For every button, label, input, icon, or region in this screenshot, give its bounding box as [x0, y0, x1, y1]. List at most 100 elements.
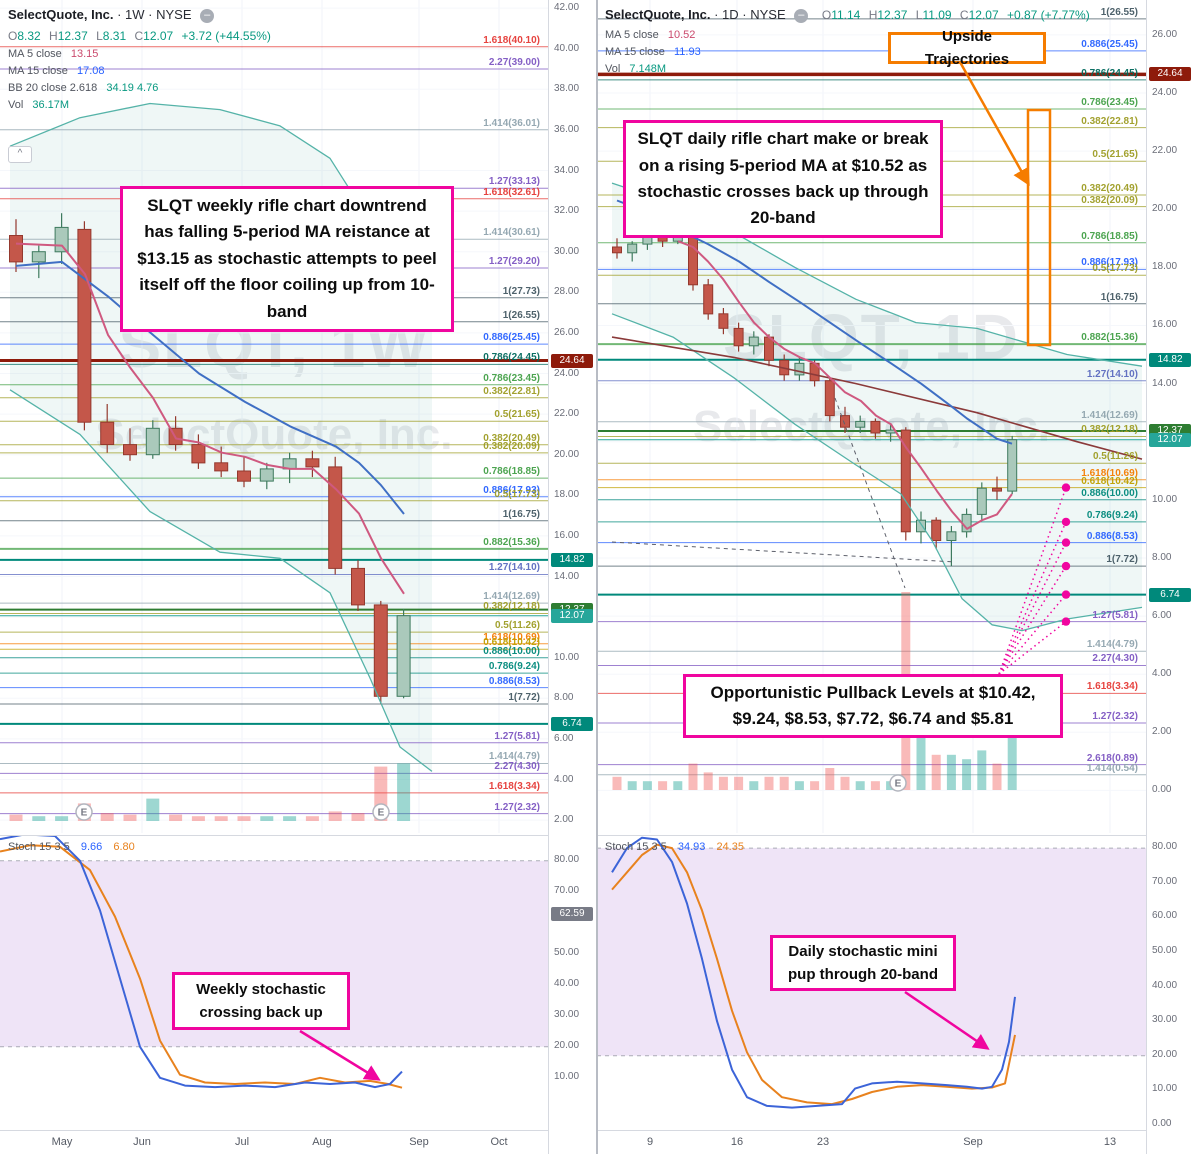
indicator-row-vol[interactable]: Vol 7.148M	[605, 63, 1090, 75]
ohlc-low-value: 11.09	[922, 8, 952, 22]
price-axis-tick: 8.00	[1152, 551, 1172, 563]
upside-trajectories-box[interactable]: Upside Trajectories	[888, 28, 1046, 68]
ohlc-open-label: O	[821, 8, 832, 22]
pullback-levels-text: Opportunistic Pullback Levels at $10.42,…	[710, 682, 1036, 728]
weekly-annotation-box[interactable]: SLQT weekly rifle chart downtrend has fa…	[120, 186, 454, 332]
price-level-badge: 6.74	[1149, 587, 1191, 602]
stoch-axis-tick: 10.00	[554, 1070, 580, 1082]
weekly-price-axis[interactable]: 42.00 40.00 38.00 36.00 34.00 32.00 30.00 28.00…	[548, 0, 598, 1154]
change-value: +0.87 (+7.77%)	[1006, 8, 1090, 22]
time-axis-label: 16	[730, 1136, 744, 1148]
change-value: +3.72 (+44.55%)	[181, 28, 271, 43]
stoch-d-value: 24.35	[716, 841, 744, 853]
stoch-d-value: 6.80	[113, 841, 135, 853]
weekly-stoch-chart[interactable]	[0, 835, 548, 1129]
price-axis-tick: 26.00	[1152, 28, 1178, 40]
daily-price-axis[interactable]: 26.0024.0022.0020.0018.0016.0014.0012.00…	[1146, 0, 1200, 1154]
ohlc-high-label: H	[868, 8, 878, 22]
price-axis-tick: 30.00	[554, 245, 580, 257]
weekly-stoch-note-box[interactable]: Weekly stochastic crossing back up	[172, 972, 350, 1030]
price-axis-tick: 18.00	[554, 489, 580, 501]
stoch-axis-tick: 40.00	[1152, 979, 1178, 991]
indicator-label: MA 5 close	[8, 47, 62, 60]
indicator-row-ma5[interactable]: MA 5 close 10.52	[605, 29, 1090, 41]
weekly-stoch-legend[interactable]: Stoch 15 3 5 9.66 6.80	[8, 841, 135, 853]
price-axis-tick: 16.00	[554, 529, 580, 541]
weekly-stoch-note-text: Weekly stochastic crossing back up	[196, 980, 326, 1021]
price-level-badge: 24.64	[1149, 67, 1191, 82]
ohlc-high-value: 12.37	[57, 28, 88, 43]
price-level-badge: 12.07	[551, 608, 593, 623]
indicator-row-ma15[interactable]: MA 15 close 11.93	[605, 46, 1090, 58]
ohlc-close-value: 12.07	[143, 28, 174, 43]
pullback-level-dot	[1061, 590, 1071, 599]
price-axis-tick: 22.00	[554, 408, 580, 420]
stoch-axis-tick: 40.00	[554, 977, 580, 989]
price-axis-tick: 42.00	[554, 2, 580, 14]
symbol-title[interactable]: SelectQuote, Inc.	[8, 7, 114, 22]
indicator-row-bb[interactable]: BB 20 close 2.618 34.19 4.76	[8, 82, 271, 94]
price-axis-tick: 34.00	[554, 164, 580, 176]
price-axis-tick: 4.00	[1152, 668, 1172, 680]
indicator-label: MA 15 close	[605, 45, 665, 58]
time-axis-label: 23	[816, 1136, 830, 1148]
stoch-axis-tick: 20.00	[1152, 1048, 1178, 1060]
stoch-axis-tick: 0.00	[1152, 1117, 1172, 1129]
stoch-axis-tick: 80.00	[554, 853, 580, 865]
stoch-axis-tick: 30.00	[554, 1008, 580, 1020]
daily-stoch-note-box[interactable]: Daily stochastic mini pup through 20-ban…	[770, 935, 956, 991]
time-axis-label: May	[51, 1136, 73, 1148]
stoch-level-badge: 62.59	[551, 906, 593, 921]
price-axis-tick: 26.00	[554, 326, 580, 338]
earnings-icon	[372, 803, 390, 821]
minimize-icon[interactable]: –	[794, 8, 809, 23]
indicator-value: 7.148M	[629, 62, 667, 75]
indicator-row-vol[interactable]: Vol 36.17M	[8, 99, 271, 111]
indicator-row-ma15[interactable]: MA 15 close 17.08	[8, 65, 271, 77]
price-axis-tick: 2.00	[554, 814, 574, 826]
price-level-badge: 14.82	[551, 552, 593, 567]
time-axis-label: Aug	[312, 1136, 332, 1148]
indicator-label: Vol	[605, 62, 621, 75]
daily-annotation-box[interactable]: SLQT daily rifle chart make or break on …	[623, 120, 943, 238]
pullback-level-dot	[1061, 617, 1071, 626]
daily-stoch-legend[interactable]: Stoch 15 3 5 34.93 24.35	[605, 841, 744, 853]
time-axis-label: 13	[1103, 1136, 1117, 1148]
ohlc-open-value: 11.14	[831, 8, 861, 22]
price-axis-tick: 6.00	[554, 732, 574, 744]
symbol-meta: · 1W · NYSE	[117, 7, 192, 22]
indicator-row-ma5[interactable]: MA 5 close 13.15	[8, 48, 271, 60]
stoch-axis-tick: 50.00	[1152, 944, 1178, 956]
price-axis-tick: 0.00	[1152, 784, 1172, 796]
price-level-badge: 6.74	[551, 716, 593, 731]
weekly-panel: SLQT, 1W SelectQuote, Inc. EE 1.618(40.1…	[0, 0, 598, 1154]
weekly-time-axis[interactable]: May Jun Jul Aug Sep Oct	[0, 1130, 548, 1154]
price-axis-tick: 36.00	[554, 123, 580, 135]
indicator-value: 10.52	[667, 28, 696, 41]
earnings-icon	[889, 774, 907, 792]
ohlc-close-label: C	[134, 28, 144, 43]
price-axis-tick: 4.00	[554, 773, 574, 785]
stoch-axis-tick: 50.00	[554, 946, 580, 958]
ohlc-high-label: H	[49, 28, 58, 43]
price-axis-tick: 14.00	[1152, 377, 1178, 389]
pullback-levels-box[interactable]: Opportunistic Pullback Levels at $10.42,…	[683, 674, 1063, 738]
indicator-label: MA 5 close	[605, 28, 659, 41]
ohlc-open-label: O	[8, 28, 18, 43]
svg-text:E: E	[81, 808, 88, 819]
daily-stoch-note-text: Daily stochastic mini pup through 20-ban…	[788, 942, 938, 983]
ohlc-low-label: L	[915, 8, 923, 22]
weekly-annotation-text: SLQT weekly rifle chart downtrend has fa…	[137, 196, 437, 321]
stoch-axis-tick: 70.00	[1152, 875, 1178, 887]
ohlc-row: O11.14 H12.37 L11.09 C12.07 +0.87 (+7.77…	[822, 8, 1090, 22]
time-axis-label: Oct	[490, 1136, 508, 1148]
ohlc-low-label: L	[96, 28, 103, 43]
minimize-icon[interactable]: –	[200, 8, 215, 23]
indicator-value: 17.08	[76, 64, 105, 77]
price-axis-tick: 2.00	[1152, 726, 1172, 738]
daily-time-axis[interactable]: 9 16 23 Sep 13	[597, 1130, 1146, 1154]
symbol-title[interactable]: SelectQuote, Inc.	[605, 7, 711, 22]
pane-collapse-button[interactable]: ^	[8, 146, 32, 163]
indicator-label: Vol	[8, 98, 24, 111]
